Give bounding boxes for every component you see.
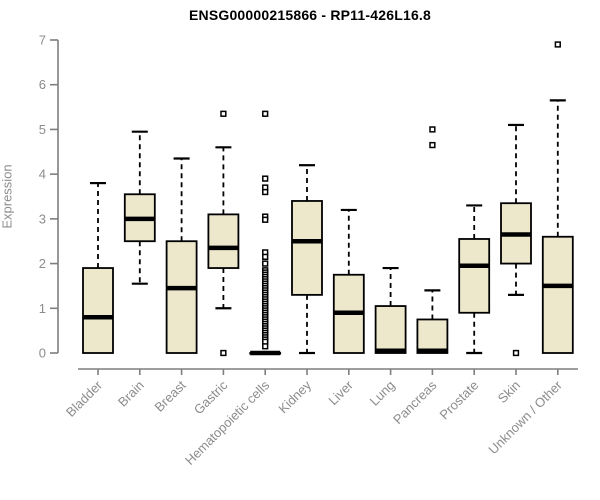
box <box>165 240 198 354</box>
y-tick-label: 7 <box>39 33 46 48</box>
y-tick-label: 5 <box>39 122 46 137</box>
box <box>458 238 491 314</box>
outlier-point <box>429 126 436 133</box>
box <box>291 200 323 296</box>
box <box>416 318 449 354</box>
x-category-label: Unknown / Other <box>485 377 565 457</box>
box <box>207 213 240 269</box>
x-category-label: Lung <box>367 378 398 409</box>
outlier-point <box>262 175 269 182</box>
x-category-label: Skin <box>495 378 523 406</box>
outlier-point <box>262 253 269 261</box>
outlier-point <box>262 188 269 196</box>
y-tick-label: 1 <box>39 301 46 316</box>
x-category-label: Liver <box>325 377 356 408</box>
x-category-label: Pancreas <box>390 377 440 427</box>
outlier-point <box>262 110 269 117</box>
x-category-label: Kidney <box>275 377 314 416</box>
outlier-point <box>220 349 227 357</box>
outlier-point <box>262 216 269 223</box>
outlier-point <box>220 110 227 117</box>
x-category-label: Bladder <box>63 377 106 420</box>
y-tick-label: 3 <box>39 211 46 226</box>
x-category-label: Prostate <box>436 378 481 423</box>
outlier-point <box>262 343 269 350</box>
y-tick-label: 0 <box>39 346 46 361</box>
y-tick-label: 4 <box>39 167 46 182</box>
outlier-point <box>554 41 561 48</box>
outlier-point <box>512 349 520 357</box>
y-tick-label: 6 <box>39 77 46 92</box>
x-category-label: Breast <box>152 377 189 414</box>
x-category-label: Brain <box>115 378 147 410</box>
outlier-point <box>429 141 436 149</box>
y-axis-title: Expression <box>0 164 15 229</box>
chart-title: ENSG00000215866 - RP11-426L16.8 <box>188 7 432 23</box>
outlier-point <box>262 260 269 267</box>
y-tick-label: 2 <box>39 256 46 271</box>
box <box>541 235 574 354</box>
box <box>374 305 407 354</box>
box <box>82 267 114 354</box>
x-category-label: Gastric <box>191 377 231 417</box>
